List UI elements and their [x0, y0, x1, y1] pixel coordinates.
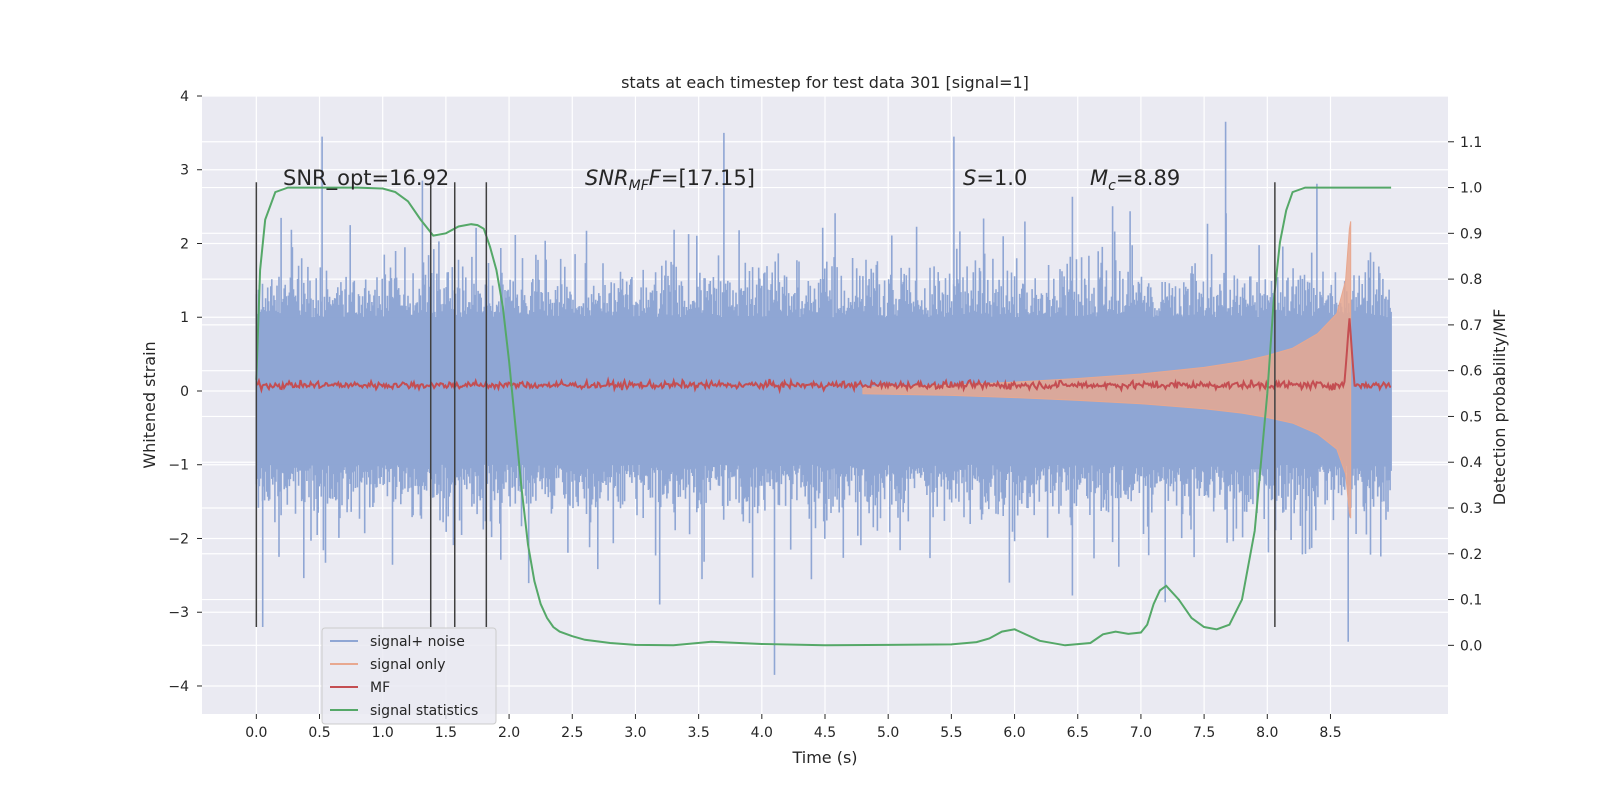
- y-tick-label: 1: [180, 310, 189, 326]
- series-signal-only: [862, 221, 1352, 519]
- y-tick-label: −2: [168, 531, 189, 547]
- annotation-s: S=1.0: [963, 166, 1027, 190]
- series-mf: [256, 318, 1392, 395]
- legend: signal+ noise signal only MF signal stat…: [321, 627, 497, 725]
- x-tick-label: 1.0: [372, 725, 394, 741]
- x-tick-label: 4.5: [814, 725, 836, 741]
- y2-tick-label: 0.6: [1460, 364, 1482, 380]
- y2-tick-label: 1.0: [1460, 181, 1482, 197]
- annotation-snr-mf: SNRMFF=[17.15]: [585, 166, 755, 194]
- legend-label-mf: MF: [370, 680, 390, 696]
- x-tick-label: 8.5: [1319, 725, 1341, 741]
- x-tick-label: 2.0: [498, 725, 520, 741]
- x-tick-label: 5.0: [877, 725, 899, 741]
- annotation-snr-opt: SNR_opt=16.92: [283, 166, 449, 191]
- series-layer: [255, 121, 1392, 675]
- y2-tick-label: 0.5: [1460, 409, 1482, 425]
- y2-tick-label: 0.2: [1460, 547, 1482, 563]
- x-tick-label: 0.5: [308, 725, 330, 741]
- x-tick-label: 8.0: [1256, 725, 1278, 741]
- legend-box: [321, 627, 497, 725]
- y-tick-label: 2: [180, 236, 189, 252]
- x-tick-label: 4.0: [751, 725, 773, 741]
- y-tick-label: 3: [180, 163, 189, 179]
- y-axis-label: Whitened strain: [140, 341, 159, 468]
- annotation-snr-mf-sub: MF: [629, 178, 650, 194]
- legend-label-signal-noise: signal+ noise: [370, 634, 465, 650]
- y-tick-label: 0: [180, 384, 189, 400]
- y2-tick-label: 0.7: [1460, 318, 1482, 334]
- y2-tick-label: 0.9: [1460, 226, 1482, 242]
- annotation-mc-symbol: M: [1090, 166, 1108, 190]
- annotation-s-symbol: S: [963, 166, 976, 190]
- legend-label-signal-only: signal only: [370, 657, 445, 673]
- series-signal-statistics: [255, 186, 1392, 647]
- annotation-s-value: =1.0: [976, 166, 1027, 190]
- y2-tick-label: 0.4: [1460, 455, 1482, 471]
- y-tick-label: −1: [168, 458, 189, 474]
- legend-label-signal-statistics: signal statistics: [370, 703, 478, 719]
- x-tick-label: 7.0: [1130, 725, 1152, 741]
- x-tick-label: 3.0: [624, 725, 646, 741]
- vertical-markers: [255, 182, 1276, 627]
- x-tick-label: 6.5: [1067, 725, 1089, 741]
- x-axis-label: Time (s): [791, 748, 857, 767]
- annotation-snr-mf-base: SNR: [585, 166, 629, 190]
- x-tick-label: 0.0: [245, 725, 267, 741]
- x-tick-label: 3.5: [687, 725, 709, 741]
- y2-tick-label: 0.8: [1460, 272, 1482, 288]
- x-tick-label: 1.5: [435, 725, 457, 741]
- annotation-mc-value: =8.89: [1116, 166, 1180, 190]
- annotation-mc: Mc=8.89: [1090, 166, 1180, 194]
- x-tick-label: 7.5: [1193, 725, 1215, 741]
- y2-tick-label: 0.3: [1460, 501, 1482, 517]
- y-tick-label: −4: [168, 679, 189, 695]
- annotation-mc-sub: c: [1108, 178, 1116, 194]
- annotation-snr-mf-f: F: [649, 166, 662, 190]
- axes: 0.0 0.5 1.0 1.5 2.0 2.5 3.0 3.5 4.0 4.5 5.0 5.5 6.0 6…: [168, 89, 1482, 741]
- chart-title: stats at each timestep for test data 301…: [621, 73, 1029, 92]
- y-tick-label: −3: [168, 605, 189, 621]
- x-tick-label: 2.5: [561, 725, 583, 741]
- x-tick-label: 6.0: [1003, 725, 1025, 741]
- y2-tick-label: 0.1: [1460, 593, 1482, 609]
- annotation-snr-mf-value: =[17.15]: [661, 166, 755, 190]
- y2-tick-label: 0.0: [1460, 638, 1482, 654]
- y-tick-label: 4: [180, 89, 189, 105]
- y2-tick-label: 1.1: [1460, 135, 1482, 151]
- x-tick-label: 5.5: [940, 725, 962, 741]
- y2-axis-label: Detection probability/MF: [1490, 309, 1509, 506]
